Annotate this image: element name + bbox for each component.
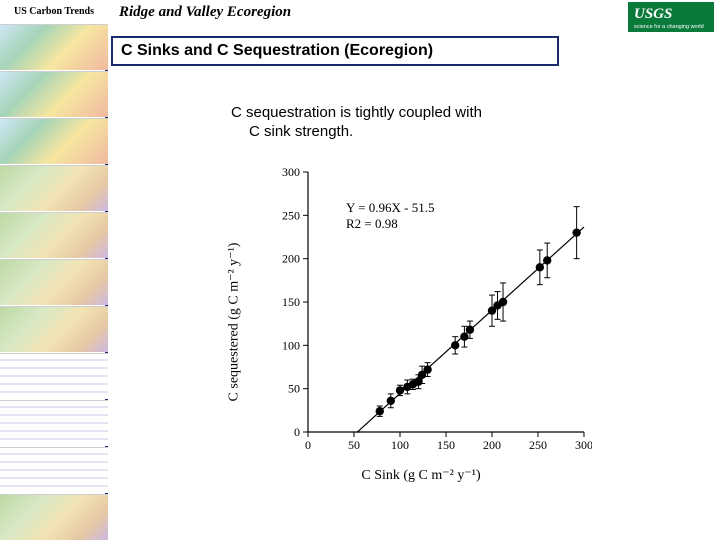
svg-text:0: 0 (294, 425, 300, 439)
sidebar-thumb (0, 306, 108, 352)
chart-xlabel: C Sink (g C m⁻² y⁻¹) (361, 467, 480, 484)
sidebar-thumb (0, 353, 108, 399)
svg-text:Y = 0.96X - 51.5: Y = 0.96X - 51.5 (346, 200, 434, 215)
svg-text:R2 = 0.98: R2 = 0.98 (346, 216, 398, 231)
sidebar-header: US Carbon Trends (0, 0, 108, 24)
chart-svg: 0 50 100 150 200 250 300 0 50 100 150 200 250 300 Y = … (272, 162, 592, 462)
usgs-logo: USGS science for a changing world (628, 2, 714, 32)
sidebar-thumb (0, 400, 108, 446)
scatter-chart: C sequestered (g C m⁻² y⁻¹) 050100150200… (246, 162, 596, 482)
svg-text:50: 50 (288, 382, 300, 396)
sidebar-thumb (0, 447, 108, 493)
body-line-1: C sequestration is tightly coupled with (231, 104, 482, 121)
logo-text-bottom: science for a changing world (634, 24, 704, 30)
svg-text:300: 300 (282, 165, 300, 179)
svg-text:100: 100 (391, 438, 409, 452)
sidebar-thumb (0, 118, 108, 164)
sidebar-thumb (0, 71, 108, 117)
body-text: C sequestration is tightly coupled with … (231, 104, 631, 142)
sidebar-thumb (0, 212, 108, 258)
sidebar-thumb (0, 259, 108, 305)
sidebar: US Carbon Trends (0, 0, 108, 540)
svg-text:300: 300 (575, 438, 592, 452)
region-title: Ridge and Valley Ecoregion (119, 4, 291, 21)
section-banner: C Sinks and C Sequestration (Ecoregion) (111, 36, 559, 66)
body-line-2: C sink strength. (231, 123, 631, 142)
sidebar-thumbs (0, 24, 108, 540)
main-area: Ridge and Valley Ecoregion USGS science … (111, 0, 720, 540)
sidebar-thumb (0, 165, 108, 211)
svg-text:150: 150 (282, 295, 300, 309)
svg-text:200: 200 (483, 438, 501, 452)
svg-text:250: 250 (282, 208, 300, 222)
sidebar-thumb (0, 24, 108, 70)
chart-ylabel: C sequestered (g C m⁻² y⁻¹) (226, 243, 243, 402)
svg-text:250: 250 (529, 438, 547, 452)
svg-text:150: 150 (437, 438, 455, 452)
sidebar-thumb (0, 494, 108, 540)
svg-text:50: 50 (348, 438, 360, 452)
svg-text:200: 200 (282, 252, 300, 266)
section-title: C Sinks and C Sequestration (Ecoregion) (121, 42, 433, 60)
svg-text:0: 0 (305, 438, 311, 452)
svg-text:100: 100 (282, 338, 300, 352)
logo-text-top: USGS (634, 6, 672, 22)
